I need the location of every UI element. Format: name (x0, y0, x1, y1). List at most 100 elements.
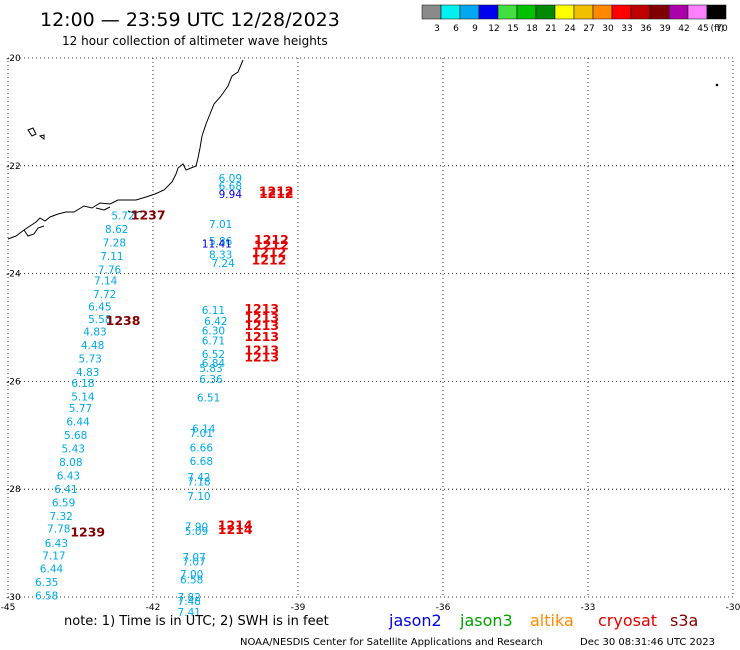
colorbar-swatch (573, 4, 594, 20)
wave-height-value: 7.18 (187, 476, 210, 488)
wave-height-value: 7.76 (98, 265, 122, 277)
colorbar-swatch (630, 4, 651, 20)
colorbar-swatch (592, 4, 613, 20)
satellite-legend-altika: altika (530, 611, 574, 630)
wave-height-value: 6.52 (202, 349, 225, 361)
coastline-bay-islands (27, 127, 143, 214)
wave-height-value: 6.58 (35, 591, 58, 603)
footer-credit: NOAA/NESDIS Center for Satellite Applica… (240, 637, 543, 648)
pass-time-label: 1214 (218, 522, 253, 537)
pass-time-label: 1237 (131, 208, 166, 223)
longitude-tick-label: -45 (1, 603, 16, 613)
latitude-tick-label: -26 (6, 377, 21, 387)
wave-height-value: 5.43 (62, 444, 85, 456)
altimeter-observations: 5.728.627.287.117.767.147.726.455.584.83… (35, 173, 294, 619)
wave-height-value: 4.48 (81, 340, 104, 352)
island-dot (715, 83, 719, 87)
wave-height-value: 8.33 (209, 250, 232, 262)
satellite-legend-jason3: jason3 (459, 611, 513, 630)
colorbar-label: 21 (545, 24, 556, 34)
wave-height-value: 7.01 (190, 428, 213, 440)
wave-height-value: 5.83 (199, 363, 222, 375)
wave-height-value: 5.09 (185, 526, 208, 538)
wave-height-value: 7.82 (178, 592, 201, 604)
colorbar-label: 18 (526, 24, 538, 34)
colorbar-label: 70 (716, 24, 728, 34)
satellite-legend-cryosat: cryosat (598, 611, 657, 630)
wave-height-value: 6.84 (202, 358, 226, 370)
wave-height-value: 7.90 (185, 522, 208, 534)
wave-height-value: 6.35 (35, 577, 58, 589)
wave-height-value: 8.62 (105, 224, 128, 236)
wave-height-value: 7.17 (42, 550, 65, 562)
satellite-legend-s3a: s3a (670, 611, 698, 630)
pass-time-label: 1213 (244, 342, 279, 357)
colorbar-label: 3 (434, 24, 440, 34)
colorbar-swatch (687, 4, 708, 20)
wave-height-value: 7.00 (180, 569, 203, 581)
wave-height-value: 7.28 (103, 238, 126, 250)
footer-timestamp: Dec 30 08:31:46 UTC 2023 (580, 637, 715, 648)
wave-height-value: 6.09 (219, 173, 242, 185)
colorbar-swatch (440, 4, 461, 20)
colorbar-swatch (421, 4, 442, 20)
colorbar-label: 30 (602, 24, 614, 34)
wave-height-value: 5.86 (209, 236, 233, 248)
longitude-tick-label: -33 (581, 603, 596, 613)
pass-time-label: 1239 (70, 525, 105, 540)
wave-height-value: 6.44 (66, 417, 90, 429)
pass-time-label: 1238 (106, 313, 141, 328)
pass-time-label: 1213 (244, 318, 279, 333)
wave-height-value: 6.71 (202, 336, 225, 348)
wave-height-value: 6.68 (190, 456, 213, 468)
wave-height-value: 5.58 (88, 314, 111, 326)
wave-height-value: 6.42 (204, 316, 227, 328)
wave-height-value: 8.08 (59, 457, 82, 469)
wave-height-value: 6.44 (40, 564, 64, 576)
longitude-tick-label: -42 (146, 603, 161, 613)
wave-height-value: 5.14 (71, 391, 95, 403)
colorbar-label: 24 (564, 24, 576, 34)
colorbar-swatch (459, 4, 480, 20)
pass-time-label: 1212 (252, 244, 287, 259)
pass-time-label: 1214 (218, 518, 253, 533)
map-subtitle: 12 hour collection of altimeter wave hei… (62, 34, 328, 48)
latitude-tick-label: -22 (6, 162, 21, 172)
colorbar-label: 42 (678, 24, 689, 34)
wave-height-value: 5.77 (69, 403, 92, 415)
wave-height-value: 7.07 (182, 552, 205, 564)
wave-height-value: 5.68 (64, 430, 87, 442)
pass-time-label: 1212 (259, 183, 294, 198)
colorbar-swatch (535, 4, 556, 20)
wave-height-value: 7.07 (182, 557, 205, 569)
wave-height-value: 6.11 (202, 305, 225, 317)
colorbar-swatch (554, 4, 575, 20)
colorbar-swatch (706, 4, 727, 20)
wave-height-value: 6.41 (54, 484, 77, 496)
latitude-tick-label: -28 (6, 485, 21, 495)
wave-height-value: 7.11 (100, 251, 123, 263)
longitude-tick-label: -36 (436, 603, 451, 613)
colorbar-label: 27 (583, 24, 594, 34)
coastline-mainland (7, 59, 244, 240)
wave-height-value: 11.41 (202, 239, 232, 251)
colorbar-label: 39 (659, 24, 671, 34)
colorbar-label: 9 (472, 24, 478, 34)
pass-time-label: 1212 (254, 237, 289, 252)
map-title: 12:00 — 23:59 UTC 12/28/2023 (40, 9, 340, 31)
wave-height-value: 9.94 (219, 189, 243, 201)
colorbar-swatch (611, 4, 632, 20)
colorbar-label: 33 (621, 24, 632, 34)
wave-height-value: 5.72 (111, 211, 134, 223)
wave-height-value: 7.42 (187, 472, 210, 484)
colorbar-label: 15 (507, 24, 518, 34)
wave-height-value: 6.51 (197, 392, 220, 404)
colorbar-swatch (497, 4, 518, 20)
wave-height-value: 7.10 (187, 491, 210, 503)
colorbar-swatch (649, 4, 670, 20)
colorbar-swatch (478, 4, 499, 20)
latitude-tick-label: -20 (6, 54, 21, 64)
pass-time-label: 1212 (254, 232, 289, 247)
colorbar-swatch (668, 4, 689, 20)
